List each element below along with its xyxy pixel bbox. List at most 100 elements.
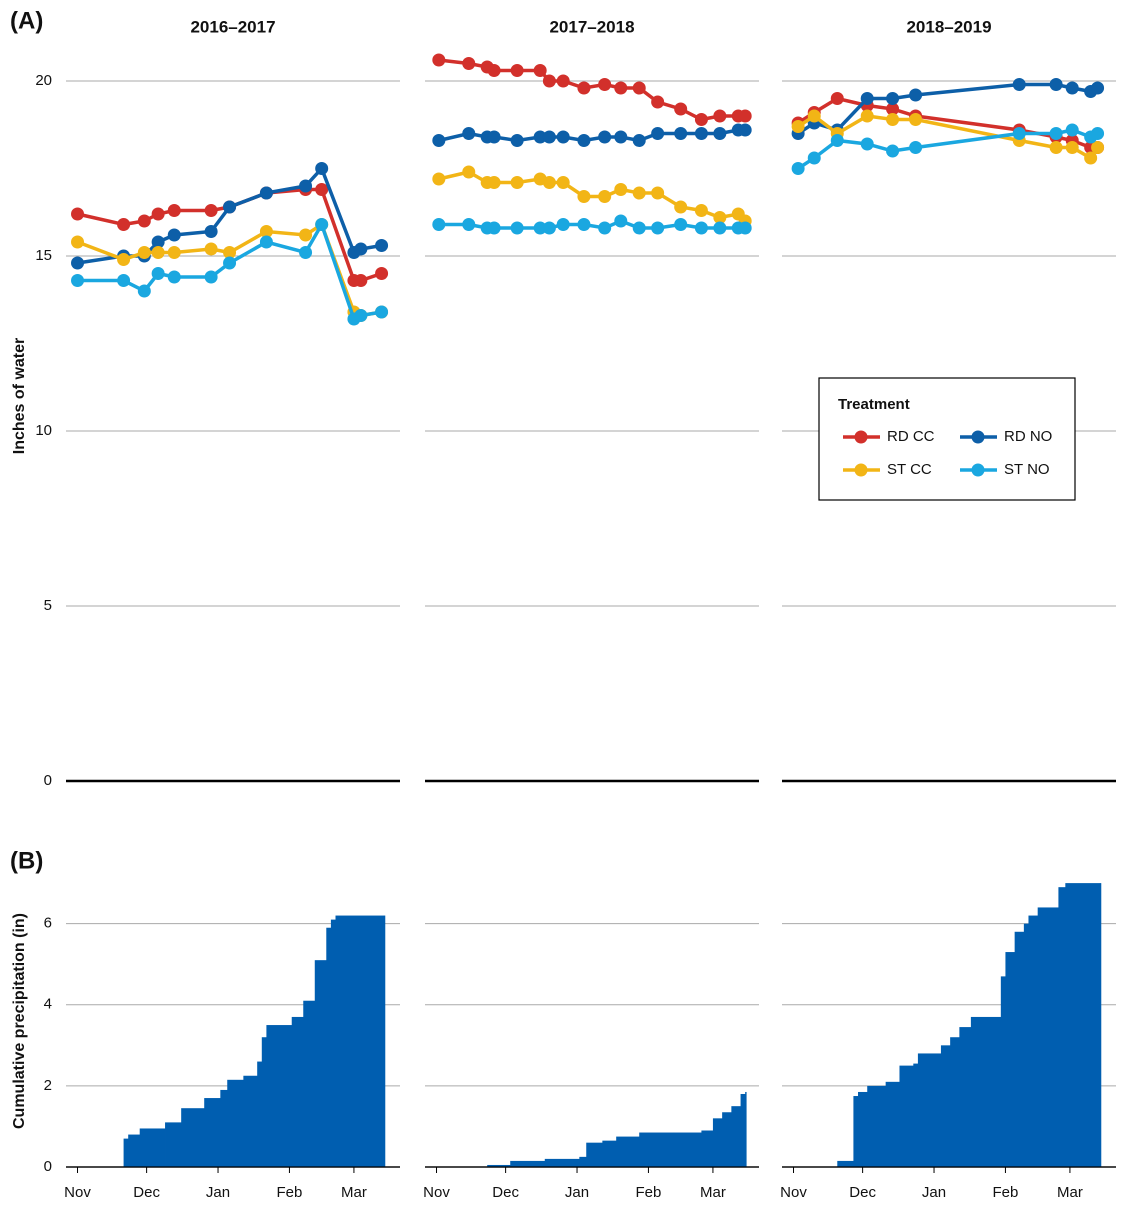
data-point xyxy=(71,256,85,270)
data-point xyxy=(510,64,524,77)
precip-step xyxy=(123,1138,129,1167)
data-point xyxy=(1049,141,1063,154)
x-tick-label: Dec xyxy=(492,1184,519,1201)
precip-step xyxy=(1065,883,1101,1167)
x-tick-label: Dec xyxy=(849,1184,876,1201)
data-point xyxy=(542,176,556,189)
x-tick-label: Feb xyxy=(993,1184,1019,1201)
y-axis-title: Inches of water xyxy=(11,338,28,454)
legend-label: RD CC xyxy=(887,428,935,445)
x-tick-label: Nov xyxy=(64,1184,91,1201)
precip-step xyxy=(745,1091,747,1167)
precip-step xyxy=(712,1118,723,1167)
x-tick-label: Feb xyxy=(277,1184,303,1201)
data-point xyxy=(807,109,821,123)
data-point xyxy=(223,256,237,270)
data-point xyxy=(259,235,273,249)
data-point xyxy=(315,218,329,231)
data-point xyxy=(375,239,389,252)
data-point xyxy=(137,284,151,298)
data-point xyxy=(1091,81,1105,95)
legend-marker xyxy=(854,463,868,477)
data-point xyxy=(556,218,570,231)
data-point xyxy=(598,130,612,144)
x-tick-label: Mar xyxy=(700,1184,726,1201)
data-point xyxy=(632,186,646,200)
precip-step xyxy=(885,1081,900,1167)
precip-step xyxy=(204,1098,221,1167)
data-point xyxy=(598,190,612,203)
data-point xyxy=(510,176,524,189)
y-tick-label: 0 xyxy=(44,772,52,789)
precip-step xyxy=(128,1134,141,1167)
data-point xyxy=(577,134,591,147)
precip-step xyxy=(266,1025,293,1167)
data-point xyxy=(651,221,665,235)
data-point xyxy=(1065,81,1079,95)
precip-step xyxy=(335,915,385,1167)
data-point xyxy=(738,123,752,137)
y-tick-label: 6 xyxy=(44,915,52,932)
data-point xyxy=(632,81,646,95)
data-point xyxy=(1012,127,1026,140)
data-point xyxy=(299,179,313,193)
precip-step xyxy=(1014,931,1025,1167)
data-point xyxy=(738,109,752,123)
x-tick-label: Jan xyxy=(206,1184,230,1201)
data-point xyxy=(533,130,547,144)
legend-title: Treatment xyxy=(838,396,910,413)
data-point xyxy=(1049,127,1063,140)
precip-step xyxy=(139,1128,166,1167)
series-line xyxy=(77,220,382,322)
data-point xyxy=(713,211,727,224)
precip-step xyxy=(165,1122,182,1167)
data-point xyxy=(204,270,218,284)
data-point xyxy=(462,127,476,140)
precip-step xyxy=(243,1075,258,1167)
panel-label: (B) xyxy=(10,847,43,874)
panel-title: 2017–2018 xyxy=(549,17,634,36)
precip-step xyxy=(970,1016,1002,1167)
data-point xyxy=(315,162,329,175)
precip-step xyxy=(867,1085,887,1167)
data-point xyxy=(860,92,874,105)
precip-step xyxy=(701,1130,714,1167)
precip-step xyxy=(1028,915,1039,1167)
data-point xyxy=(886,102,900,116)
data-point xyxy=(354,274,368,287)
data-point xyxy=(375,305,389,319)
panel-title: 2016–2017 xyxy=(190,17,275,36)
data-point xyxy=(510,221,524,235)
data-point xyxy=(432,53,446,67)
data-point xyxy=(909,141,923,154)
x-tick-label: Jan xyxy=(565,1184,589,1201)
data-point xyxy=(632,134,646,147)
data-point xyxy=(487,221,501,235)
data-point xyxy=(167,246,181,259)
y-tick-label: 15 xyxy=(35,247,52,264)
precip-step xyxy=(673,1132,702,1167)
data-point xyxy=(1065,141,1079,154)
data-point xyxy=(151,235,165,249)
precip-step xyxy=(639,1132,675,1167)
data-point xyxy=(1084,151,1098,165)
data-point xyxy=(807,151,821,165)
data-point xyxy=(791,120,805,133)
legend-marker xyxy=(854,430,868,444)
precip-step xyxy=(326,927,332,1167)
precip-step xyxy=(1000,976,1006,1167)
data-point xyxy=(167,228,181,242)
precip-step xyxy=(487,1164,511,1167)
data-point xyxy=(598,78,612,91)
legend-label: ST CC xyxy=(887,461,932,478)
precip-step xyxy=(740,1094,746,1167)
data-point xyxy=(151,246,165,259)
data-point xyxy=(432,218,446,231)
legend-marker xyxy=(971,463,985,477)
data-point xyxy=(375,267,389,280)
data-point xyxy=(533,64,547,77)
legend-marker xyxy=(971,430,985,444)
data-point xyxy=(886,113,900,126)
panel-label: (A) xyxy=(10,7,43,34)
y-tick-label: 20 xyxy=(35,72,52,89)
